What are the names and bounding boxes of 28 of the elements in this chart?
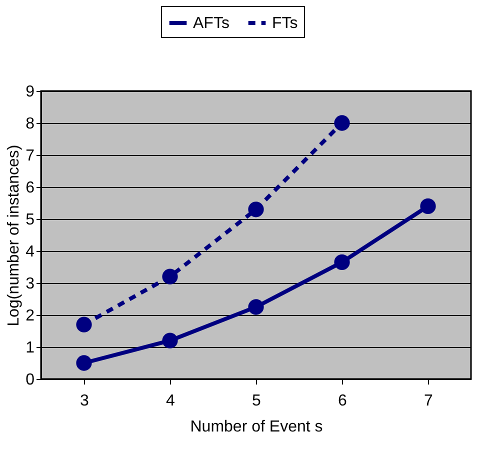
y-tick-label: 7: [26, 148, 35, 164]
y-tick-label: 5: [26, 212, 35, 228]
point: [76, 316, 92, 332]
y-tick-label: 2: [26, 308, 35, 324]
y-tick-label: 0: [26, 372, 35, 388]
point: [248, 299, 264, 315]
point: [162, 268, 178, 284]
point: [76, 355, 92, 371]
point: [420, 198, 436, 214]
x-tick-label: 6: [338, 392, 348, 410]
y-tick-label: 8: [26, 116, 35, 132]
x-tick-label: 5: [252, 392, 262, 410]
legend-label: FTs: [272, 15, 298, 32]
point: [334, 254, 350, 270]
x-tick-label: 3: [80, 392, 90, 410]
y-tick-label: 9: [26, 84, 35, 100]
x-axis-title: Number of Event s: [190, 418, 323, 436]
point: [248, 202, 264, 218]
x-tick-label: 4: [166, 392, 176, 410]
point: [334, 115, 350, 131]
y-tick-label: 6: [26, 180, 35, 196]
y-tick-label: 1: [26, 340, 35, 356]
legend-label: AFTs: [193, 15, 230, 32]
y-tick-label: 3: [26, 276, 35, 292]
point: [162, 332, 178, 348]
x-tick-label: 7: [424, 392, 434, 410]
y-tick-label: 4: [26, 244, 35, 260]
y-axis-title: Log(number of instances): [6, 144, 23, 326]
